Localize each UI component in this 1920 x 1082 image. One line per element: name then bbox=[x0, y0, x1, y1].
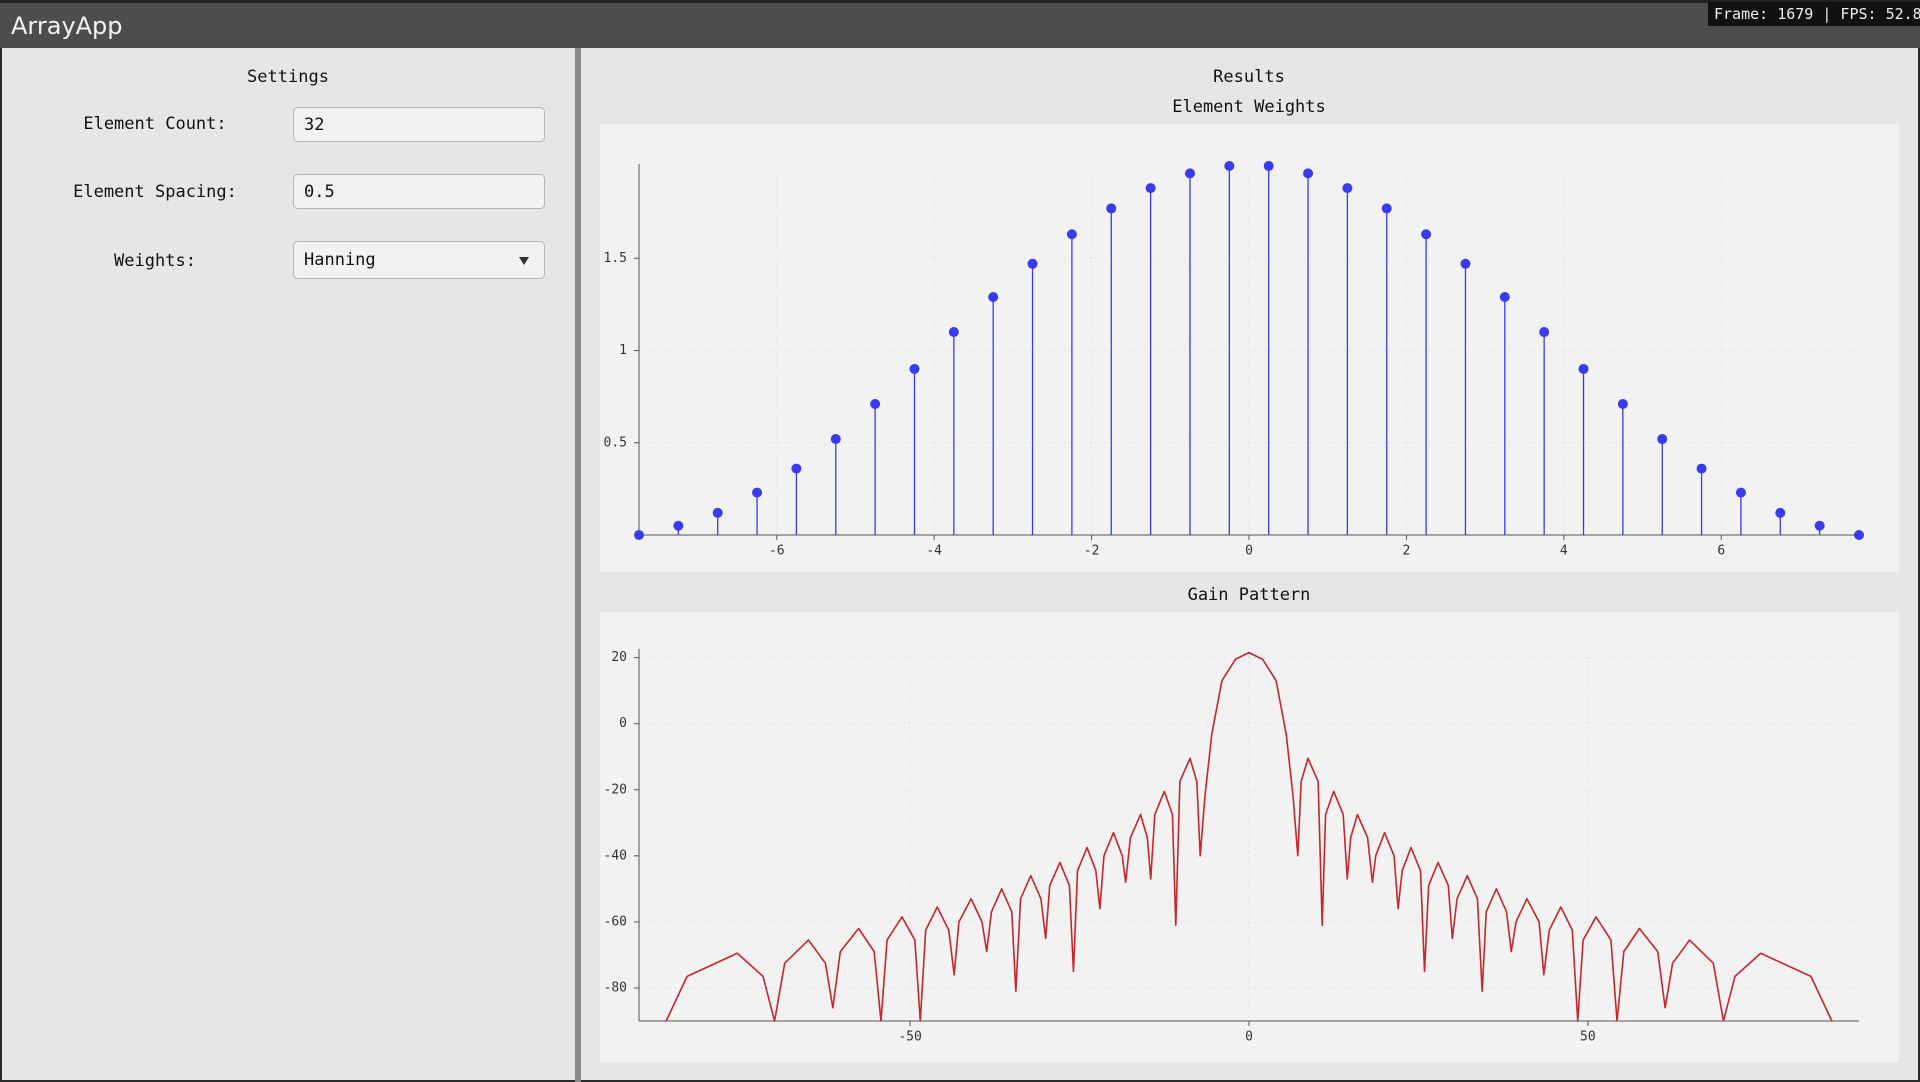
y-tick-label: -80 bbox=[604, 980, 627, 995]
app-title: ArrayApp bbox=[11, 12, 123, 40]
x-tick-label: -4 bbox=[926, 544, 942, 559]
dropdown-value: Hanning bbox=[304, 250, 376, 270]
stem-marker bbox=[1539, 327, 1550, 338]
stem-marker bbox=[752, 487, 763, 498]
stem-marker bbox=[1499, 291, 1510, 302]
stem-marker bbox=[1381, 203, 1392, 214]
stem-marker bbox=[1303, 168, 1314, 179]
field-label: Weights: bbox=[114, 251, 196, 271]
stem-marker bbox=[909, 363, 920, 374]
splitter[interactable] bbox=[575, 48, 581, 1082]
stem-marker bbox=[1735, 487, 1746, 498]
x-tick-label: 0 bbox=[1245, 544, 1253, 559]
fps-overlay: Frame: 1679 | FPS: 52.8 bbox=[1708, 2, 1920, 26]
title-bar: ArrayApp bbox=[0, 0, 1920, 48]
stem-marker bbox=[1657, 434, 1668, 445]
dropdown-arrow bbox=[519, 257, 529, 265]
stem-marker bbox=[1578, 363, 1589, 374]
stem-marker bbox=[791, 463, 802, 474]
x-tick-label: 6 bbox=[1717, 544, 1725, 559]
stem-marker bbox=[1106, 203, 1117, 214]
chart-title: Gain Pattern bbox=[1188, 585, 1311, 605]
settings-panel bbox=[2, 48, 575, 1080]
x-tick-label: -2 bbox=[1084, 544, 1100, 559]
y-tick-label: -20 bbox=[604, 782, 627, 797]
stem-marker bbox=[1696, 463, 1707, 474]
y-tick-label: 0 bbox=[619, 716, 627, 731]
y-tick-label: -40 bbox=[604, 848, 627, 863]
stem-marker bbox=[1342, 183, 1353, 194]
gain-line bbox=[665, 651, 1833, 1022]
stem-marker bbox=[673, 520, 684, 531]
y-tick-label: 1.5 bbox=[604, 251, 627, 266]
weights-dropdown[interactable]: Hanning bbox=[293, 241, 545, 279]
stem-marker bbox=[634, 530, 644, 540]
x-tick-label: 2 bbox=[1403, 544, 1411, 559]
chart-title: Element Weights bbox=[1172, 97, 1326, 117]
element-spacing-input[interactable]: 0.5 bbox=[293, 174, 545, 209]
y-tick-label: 0.5 bbox=[604, 435, 627, 450]
x-tick-label: 4 bbox=[1560, 544, 1568, 559]
stem-marker bbox=[1066, 229, 1077, 240]
stem-marker bbox=[1184, 168, 1195, 179]
stem-marker bbox=[988, 291, 999, 302]
stem-marker bbox=[870, 399, 881, 410]
x-tick-label: 50 bbox=[1580, 1030, 1596, 1045]
stem-marker bbox=[1617, 399, 1628, 410]
stem-marker bbox=[1421, 229, 1432, 240]
x-tick-label: -50 bbox=[898, 1030, 921, 1045]
stem-marker bbox=[1460, 258, 1471, 269]
stem-marker bbox=[948, 327, 959, 338]
stem-marker bbox=[712, 507, 723, 518]
y-tick-label: 20 bbox=[611, 650, 627, 665]
field-label: Element Spacing: bbox=[73, 182, 237, 202]
y-tick-label: -60 bbox=[604, 914, 627, 929]
x-tick-label: 0 bbox=[1245, 1030, 1253, 1045]
y-tick-label: 1 bbox=[619, 343, 627, 358]
results-title: Results bbox=[1213, 67, 1285, 87]
element-count-input[interactable]: 32 bbox=[293, 107, 545, 142]
stem-marker bbox=[1263, 161, 1274, 171]
stem-marker bbox=[1775, 507, 1786, 518]
stem-marker bbox=[1224, 161, 1235, 171]
stem-marker bbox=[1145, 183, 1156, 194]
stem-marker bbox=[1027, 258, 1038, 269]
x-tick-label: -6 bbox=[769, 544, 785, 559]
settings-title: Settings bbox=[247, 67, 329, 87]
stem-marker bbox=[1854, 530, 1864, 540]
stem-marker bbox=[1814, 520, 1825, 531]
stem-marker bbox=[830, 434, 841, 445]
field-label: Element Count: bbox=[83, 114, 227, 134]
